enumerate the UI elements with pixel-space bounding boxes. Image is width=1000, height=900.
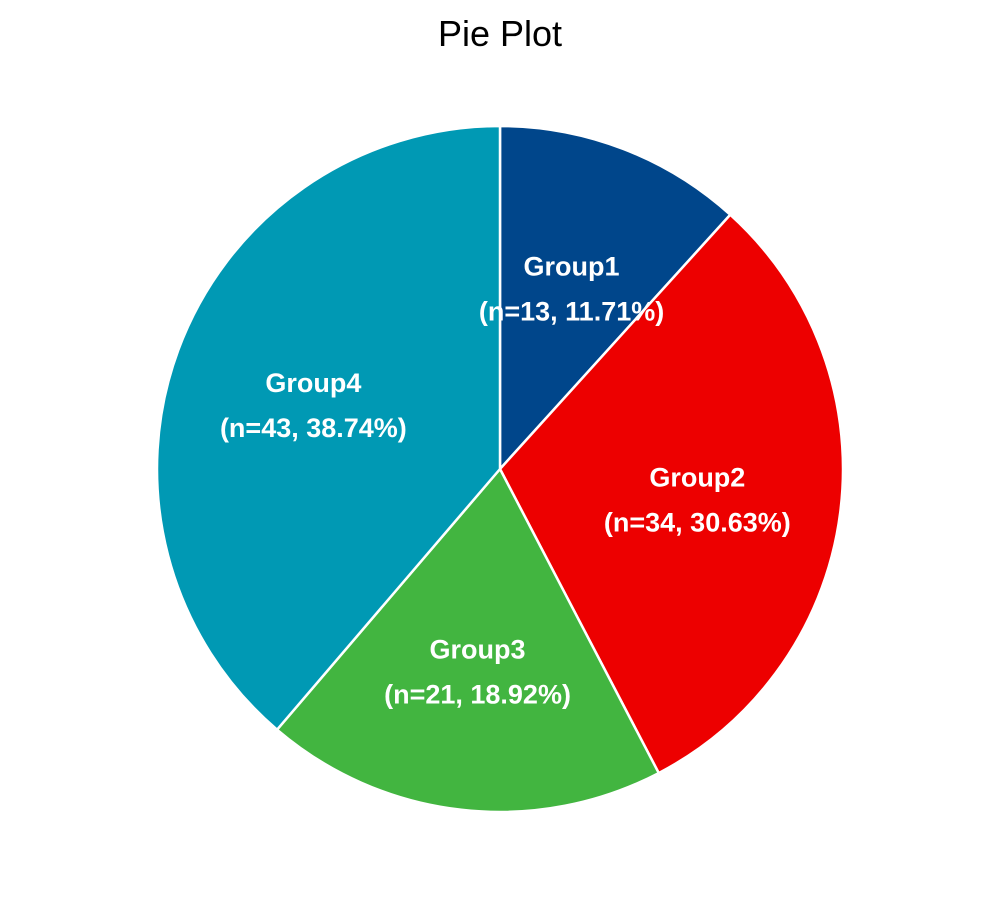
- slice-value-label: (n=43, 38.74%): [220, 413, 407, 443]
- pie-slice-group3: [275, 466, 661, 814]
- pie-slice-group4: [155, 124, 502, 732]
- slice-value-label: (n=13, 11.71%): [479, 296, 664, 326]
- slice-name-label: Group1: [524, 251, 620, 281]
- pie-slice-group2: [498, 212, 845, 775]
- slice-name-label: Group4: [265, 368, 361, 398]
- pie-labels: Group1 (n=13, 11.71%) Group2 (n=34, 30.63%)…: [220, 251, 791, 709]
- slice-name-label: Group3: [430, 635, 526, 665]
- chart-title: Pie Plot: [438, 13, 562, 54]
- pie-slices: [155, 124, 845, 814]
- slice-value-label: (n=34, 30.63%): [604, 507, 791, 537]
- slice-value-label: (n=21, 18.92%): [384, 680, 571, 710]
- slice-name-label: Group2: [649, 462, 745, 492]
- pie-slice-group1: [498, 124, 732, 473]
